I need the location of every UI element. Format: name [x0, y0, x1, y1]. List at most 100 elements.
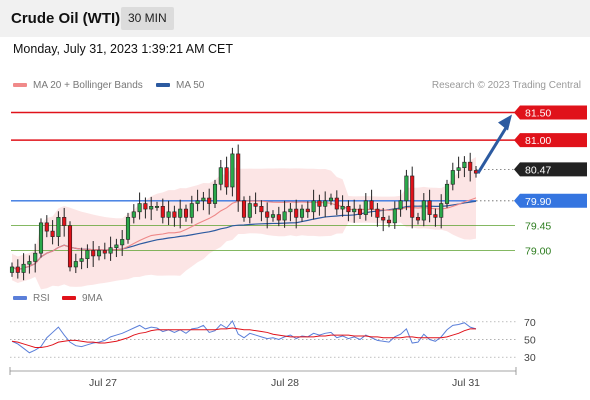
candle	[352, 208, 357, 213]
candle	[375, 208, 380, 218]
candle	[357, 208, 363, 215]
candle	[137, 203, 142, 213]
candle	[299, 208, 305, 218]
candle	[462, 161, 467, 168]
candle	[282, 211, 287, 221]
candle	[27, 261, 32, 265]
instrument-title: Crude Oil (WTI)	[11, 10, 121, 27]
candle	[317, 200, 322, 207]
candle	[33, 252, 38, 262]
rsi-tick-label: 70	[524, 317, 536, 329]
x-tick-label: Jul 28	[271, 377, 299, 389]
candle	[79, 258, 84, 262]
ma50-swatch	[156, 83, 170, 88]
legend-ma20: MA 20 + Bollinger Bands	[13, 80, 143, 91]
candle	[276, 214, 281, 221]
legend-9ma: 9MA	[62, 293, 103, 304]
level-label: 81.50	[525, 108, 551, 120]
candle	[218, 167, 223, 185]
support-label: 79.00	[525, 245, 551, 257]
forecast-arrow	[476, 123, 510, 174]
candle	[62, 217, 67, 226]
candle	[404, 175, 409, 202]
rsi-swatch	[13, 296, 27, 301]
candle	[154, 206, 160, 208]
level-tag	[514, 105, 587, 120]
legend-ma50-label: MA 50	[176, 80, 205, 91]
candle	[398, 200, 403, 210]
candle	[456, 167, 461, 171]
support-label: 79.45	[525, 221, 551, 233]
forecast-arrowhead	[498, 114, 512, 131]
rsi-tick-label: 50	[524, 335, 536, 347]
candle	[120, 239, 125, 246]
candle	[38, 222, 44, 254]
candle	[334, 197, 339, 210]
candle	[96, 250, 102, 257]
candle	[270, 214, 276, 218]
candle	[439, 203, 444, 218]
candle	[305, 208, 310, 213]
timeframe-badge[interactable]: 30 MIN	[121, 7, 174, 30]
candle	[201, 197, 206, 202]
candle	[433, 214, 438, 218]
legend-rsi: RSI	[13, 293, 50, 304]
candle	[230, 153, 235, 188]
candle	[323, 200, 328, 207]
candle	[178, 208, 183, 218]
candle	[67, 225, 73, 268]
ma20-swatch	[13, 83, 27, 88]
bollinger-band	[12, 157, 476, 290]
candle	[369, 200, 374, 210]
candle	[294, 208, 299, 218]
candle	[363, 200, 368, 215]
candle	[189, 203, 194, 218]
candle	[108, 247, 113, 254]
legend-rsi-label: RSI	[33, 293, 50, 304]
candle	[328, 197, 334, 202]
candle	[73, 261, 78, 268]
candle	[346, 206, 351, 213]
candle	[143, 203, 148, 210]
candle	[50, 230, 55, 237]
timestamp: Monday, July 31, 2023 1:39:21 AM CET	[13, 42, 234, 56]
rsi-ma9-line	[11, 327, 476, 348]
candle	[102, 250, 107, 254]
level-tag	[514, 193, 587, 208]
candle	[91, 250, 96, 257]
candle	[265, 211, 270, 218]
candle	[386, 219, 392, 224]
candle	[236, 153, 241, 202]
candle	[421, 200, 426, 221]
candle	[207, 197, 212, 204]
level-label: 81.00	[525, 135, 551, 147]
legend-ma20-label: MA 20 + Bollinger Bands	[33, 80, 143, 91]
candle	[381, 217, 386, 221]
candle	[288, 208, 293, 213]
candle	[21, 263, 26, 273]
candle	[212, 183, 218, 204]
legend-9ma-label: 9MA	[82, 293, 103, 304]
candle	[166, 211, 171, 218]
candle	[311, 200, 316, 213]
level-tag	[514, 162, 587, 177]
candle	[56, 217, 61, 237]
candle	[160, 206, 165, 218]
candle	[468, 161, 473, 171]
candle	[444, 183, 450, 204]
candle	[410, 175, 415, 218]
candle	[224, 167, 229, 188]
candle	[183, 208, 189, 218]
candle	[114, 244, 119, 248]
candle	[125, 217, 131, 240]
candle	[259, 206, 264, 213]
candle	[172, 211, 177, 218]
credit-text: Research © 2023 Trading Central	[431, 80, 581, 91]
ma9-swatch	[62, 296, 76, 301]
candle	[15, 266, 20, 273]
x-tick-label: Jul 27	[89, 377, 117, 389]
level-label: 79.90	[525, 196, 551, 208]
candle	[85, 250, 90, 259]
